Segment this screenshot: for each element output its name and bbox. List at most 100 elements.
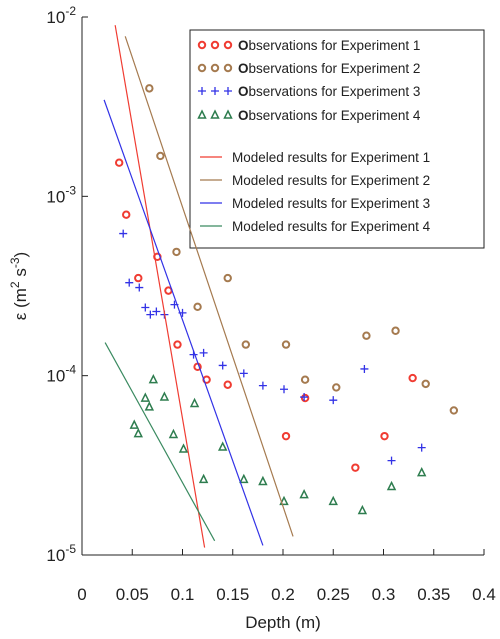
y-tick-base: 10 [46, 367, 65, 386]
legend-label: Modeled results for Experiment 2 [232, 173, 430, 188]
data-point [300, 375, 310, 384]
y-tick-label: 10-4 [46, 363, 76, 386]
legend-label: Modeled results for Experiment 1 [232, 150, 430, 165]
x-tick-label: 0.4 [472, 585, 496, 604]
x-tick-label: 0.25 [317, 585, 350, 604]
y-tick-exponent: -3 [65, 183, 76, 197]
data-point [391, 326, 400, 335]
x-tick-label: 0.1 [171, 585, 195, 604]
data-point [362, 331, 371, 340]
model-line [124, 36, 294, 537]
data-point [172, 247, 181, 257]
x-tick-label: 0.2 [271, 585, 295, 604]
legend-marker [197, 63, 207, 73]
data-point [258, 381, 267, 390]
data-point [357, 504, 368, 515]
x-tick-label: 0.15 [216, 585, 249, 604]
data-point [328, 495, 338, 506]
data-point [119, 229, 128, 238]
data-point [122, 210, 131, 219]
data-point [380, 431, 389, 441]
y-tick-exponent: -5 [65, 542, 76, 556]
data-point [148, 373, 159, 384]
data-point [159, 391, 170, 401]
legend-marker [210, 109, 220, 119]
y-tick-base: 10 [46, 8, 65, 27]
data-point [386, 480, 397, 491]
y-tick-label: 10-2 [46, 4, 76, 27]
y-axis-label: ε (m2 s-3) [8, 252, 30, 320]
data-point [140, 392, 151, 402]
data-point [281, 340, 291, 349]
data-point [144, 401, 155, 411]
data-point [329, 396, 338, 405]
data-point [223, 273, 232, 283]
x-axis-label: Depth (m) [245, 613, 321, 632]
data-point [241, 340, 251, 349]
data-point [387, 456, 396, 465]
legend-marker [210, 63, 220, 73]
data-point [189, 397, 200, 408]
legend-marker [197, 40, 207, 50]
x-tick-label: 0 [77, 585, 86, 604]
data-point [146, 310, 155, 319]
y-tick-exponent: -2 [65, 4, 76, 18]
data-point [279, 495, 289, 506]
data-point [223, 380, 232, 389]
data-point [332, 383, 341, 392]
x-tick-label: 0.05 [116, 585, 149, 604]
data-point [133, 427, 143, 438]
data-point [417, 443, 426, 452]
data-point [449, 406, 459, 415]
y-label-superscript: -3 [8, 257, 22, 268]
y-tick-exponent: -4 [65, 363, 76, 377]
data-point [239, 369, 248, 378]
legend-label: Observations for Experiment 3 [238, 84, 420, 99]
data-point [114, 158, 124, 167]
x-tick-label: 0.3 [372, 585, 396, 604]
data-point [299, 488, 309, 499]
data-point [281, 431, 291, 441]
y-label-part: s [11, 268, 30, 281]
data-point [173, 340, 182, 349]
data-point [129, 419, 139, 429]
legend-box [189, 29, 485, 249]
data-point [421, 379, 430, 389]
legend-label: Modeled results for Experiment 4 [232, 219, 431, 234]
legend-marker [197, 109, 207, 119]
y-label-superscript: 2 [8, 281, 22, 288]
data-point [300, 393, 310, 403]
legend-marker [210, 40, 220, 50]
data-point [218, 361, 227, 370]
data-point [141, 303, 150, 312]
legend-label: Observations for Experiment 4 [238, 108, 421, 123]
x-tick-label: 0.35 [417, 585, 450, 604]
model-line [103, 99, 264, 546]
legend-label: Observations for Experiment 1 [238, 38, 420, 53]
legend-marker [223, 40, 233, 50]
legend-marker [223, 109, 233, 119]
data-point [125, 278, 134, 287]
data-point [193, 302, 202, 312]
y-tick-label: 10-3 [46, 183, 76, 206]
y-tick-base: 10 [46, 187, 65, 206]
data-point [135, 283, 144, 292]
data-point [199, 348, 208, 357]
data-point [408, 373, 417, 383]
data-point [239, 473, 249, 484]
data-point [280, 385, 289, 394]
data-point [416, 466, 427, 477]
model-line [114, 25, 206, 548]
data-point [178, 443, 189, 453]
legend-marker [211, 87, 219, 95]
y-tick-base: 10 [46, 546, 65, 565]
legend-marker [198, 87, 206, 95]
model-line [104, 342, 216, 542]
data-point [351, 463, 360, 472]
legend-marker [223, 63, 233, 73]
legend-label: Modeled results for Experiment 3 [232, 196, 430, 211]
data-point [198, 473, 209, 484]
data-point [134, 273, 143, 283]
data-point [168, 428, 179, 439]
